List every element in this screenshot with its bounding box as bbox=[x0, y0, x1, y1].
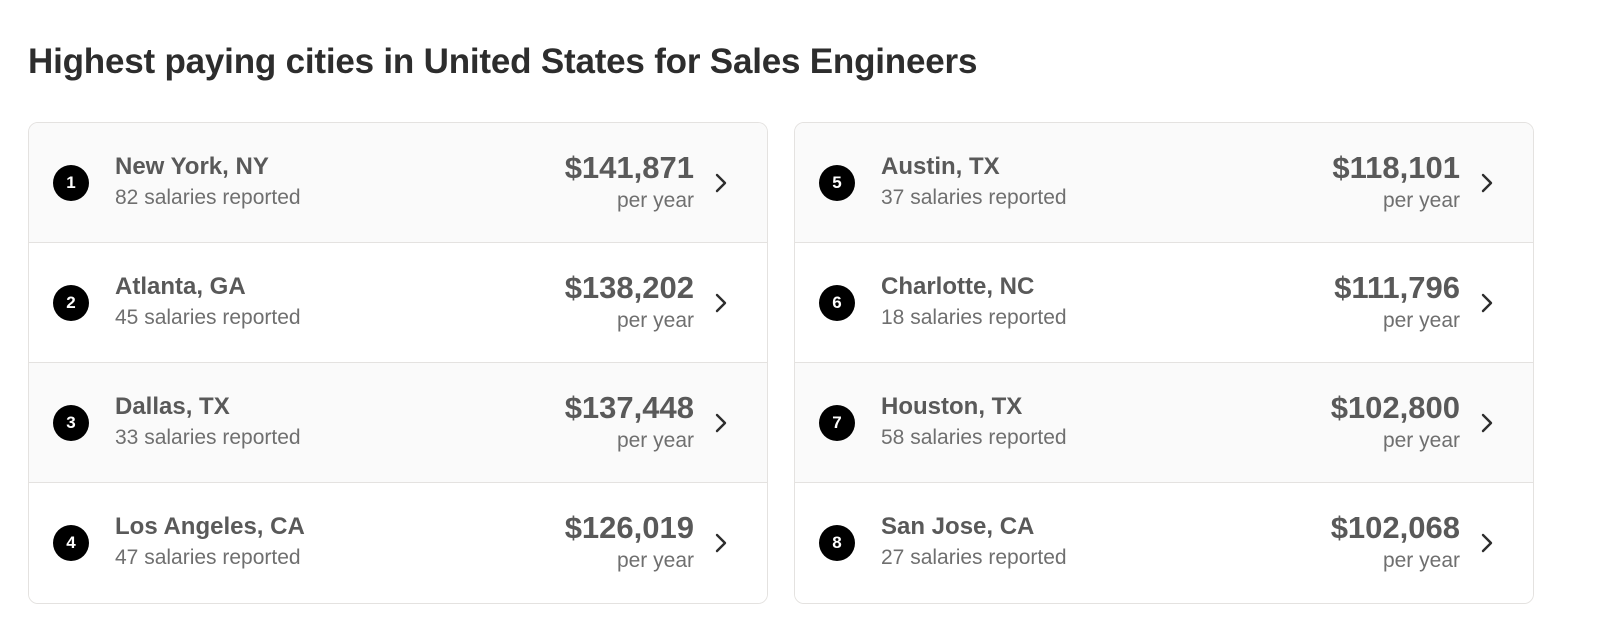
rank-badge: 1 bbox=[53, 165, 89, 201]
salary-period: per year bbox=[616, 429, 694, 452]
salary-amount: $102,068 bbox=[1330, 510, 1460, 545]
city-name: Charlotte, NC bbox=[881, 273, 1035, 300]
city-name: Los Angeles, CA bbox=[115, 513, 305, 540]
salary-info: $111,796 per year bbox=[1334, 269, 1460, 335]
chevron-right-icon[interactable] bbox=[1475, 411, 1499, 435]
city-info: Austin, TX 37 salaries reported bbox=[881, 151, 1067, 213]
city-list-left: 1 New York, NY 82 salaries reported $141… bbox=[28, 122, 768, 604]
salaries-count: 82 salaries reported bbox=[115, 186, 301, 209]
salary-info: $137,448 per year bbox=[565, 389, 694, 455]
city-row-austin[interactable]: 5 Austin, TX 37 salaries reported $118,1… bbox=[795, 123, 1533, 243]
salary-amount: $102,800 bbox=[1330, 390, 1460, 425]
city-name: Houston, TX bbox=[881, 393, 1023, 420]
rank-badge: 3 bbox=[53, 405, 89, 441]
rank-badge: 6 bbox=[819, 285, 855, 321]
salaries-count: 37 salaries reported bbox=[881, 186, 1067, 209]
rank-badge: 8 bbox=[819, 525, 855, 561]
salary-period: per year bbox=[1382, 429, 1460, 452]
salary-amount: $111,796 bbox=[1334, 270, 1460, 305]
city-list-right: 5 Austin, TX 37 salaries reported $118,1… bbox=[794, 122, 1534, 604]
salary-period: per year bbox=[616, 549, 694, 572]
city-name: Dallas, TX bbox=[115, 393, 230, 420]
salary-period: per year bbox=[616, 189, 694, 212]
city-row-houston[interactable]: 7 Houston, TX 58 salaries reported $102,… bbox=[795, 363, 1533, 483]
chevron-right-icon[interactable] bbox=[1475, 291, 1499, 315]
salary-period: per year bbox=[1382, 549, 1460, 572]
city-name: New York, NY bbox=[115, 153, 269, 180]
salary-info: $102,800 per year bbox=[1331, 389, 1460, 455]
city-name: Austin, TX bbox=[881, 153, 1000, 180]
city-info: Houston, TX 58 salaries reported bbox=[881, 391, 1067, 453]
city-info: Atlanta, GA 45 salaries reported bbox=[115, 271, 301, 333]
chevron-right-icon[interactable] bbox=[709, 531, 733, 555]
city-row-los-angeles[interactable]: 4 Los Angeles, CA 47 salaries reported $… bbox=[29, 483, 767, 603]
salaries-count: 58 salaries reported bbox=[881, 426, 1067, 449]
salary-info: $118,101 per year bbox=[1332, 149, 1460, 215]
salary-info: $141,871 per year bbox=[565, 149, 694, 215]
rank-badge: 4 bbox=[53, 525, 89, 561]
city-info: New York, NY 82 salaries reported bbox=[115, 151, 301, 213]
salary-period: per year bbox=[1382, 189, 1460, 212]
city-name: San Jose, CA bbox=[881, 513, 1035, 540]
city-row-san-jose[interactable]: 8 San Jose, CA 27 salaries reported $102… bbox=[795, 483, 1533, 603]
salary-amount: $141,871 bbox=[564, 150, 694, 185]
salaries-count: 47 salaries reported bbox=[115, 546, 301, 569]
city-info: Dallas, TX 33 salaries reported bbox=[115, 391, 301, 453]
city-row-atlanta[interactable]: 2 Atlanta, GA 45 salaries reported $138,… bbox=[29, 243, 767, 363]
salaries-count: 27 salaries reported bbox=[881, 546, 1067, 569]
page-title: Highest paying cities in United States f… bbox=[28, 42, 978, 81]
city-info: Charlotte, NC 18 salaries reported bbox=[881, 271, 1067, 333]
salaries-count: 45 salaries reported bbox=[115, 306, 301, 329]
chevron-right-icon[interactable] bbox=[1475, 531, 1499, 555]
salary-info: $126,019 per year bbox=[565, 509, 694, 575]
rank-badge: 7 bbox=[819, 405, 855, 441]
city-row-charlotte[interactable]: 6 Charlotte, NC 18 salaries reported $11… bbox=[795, 243, 1533, 363]
salary-period: per year bbox=[1382, 309, 1460, 332]
salary-period: per year bbox=[616, 309, 694, 332]
salary-info: $138,202 per year bbox=[565, 269, 694, 335]
rank-badge: 2 bbox=[53, 285, 89, 321]
salary-amount: $138,202 bbox=[564, 270, 694, 305]
city-info: San Jose, CA 27 salaries reported bbox=[881, 511, 1067, 573]
salary-amount: $137,448 bbox=[564, 390, 694, 425]
chevron-right-icon[interactable] bbox=[709, 291, 733, 315]
city-name: Atlanta, GA bbox=[115, 273, 246, 300]
salary-amount: $118,101 bbox=[1332, 150, 1460, 185]
city-info: Los Angeles, CA 47 salaries reported bbox=[115, 511, 305, 573]
chevron-right-icon[interactable] bbox=[1475, 171, 1499, 195]
salaries-count: 33 salaries reported bbox=[115, 426, 301, 449]
city-row-new-york[interactable]: 1 New York, NY 82 salaries reported $141… bbox=[29, 123, 767, 243]
city-columns: 1 New York, NY 82 salaries reported $141… bbox=[28, 122, 1572, 604]
salaries-count: 18 salaries reported bbox=[881, 306, 1067, 329]
salary-amount: $126,019 bbox=[564, 510, 694, 545]
chevron-right-icon[interactable] bbox=[709, 171, 733, 195]
salary-info: $102,068 per year bbox=[1331, 509, 1460, 575]
chevron-right-icon[interactable] bbox=[709, 411, 733, 435]
city-row-dallas[interactable]: 3 Dallas, TX 33 salaries reported $137,4… bbox=[29, 363, 767, 483]
rank-badge: 5 bbox=[819, 165, 855, 201]
